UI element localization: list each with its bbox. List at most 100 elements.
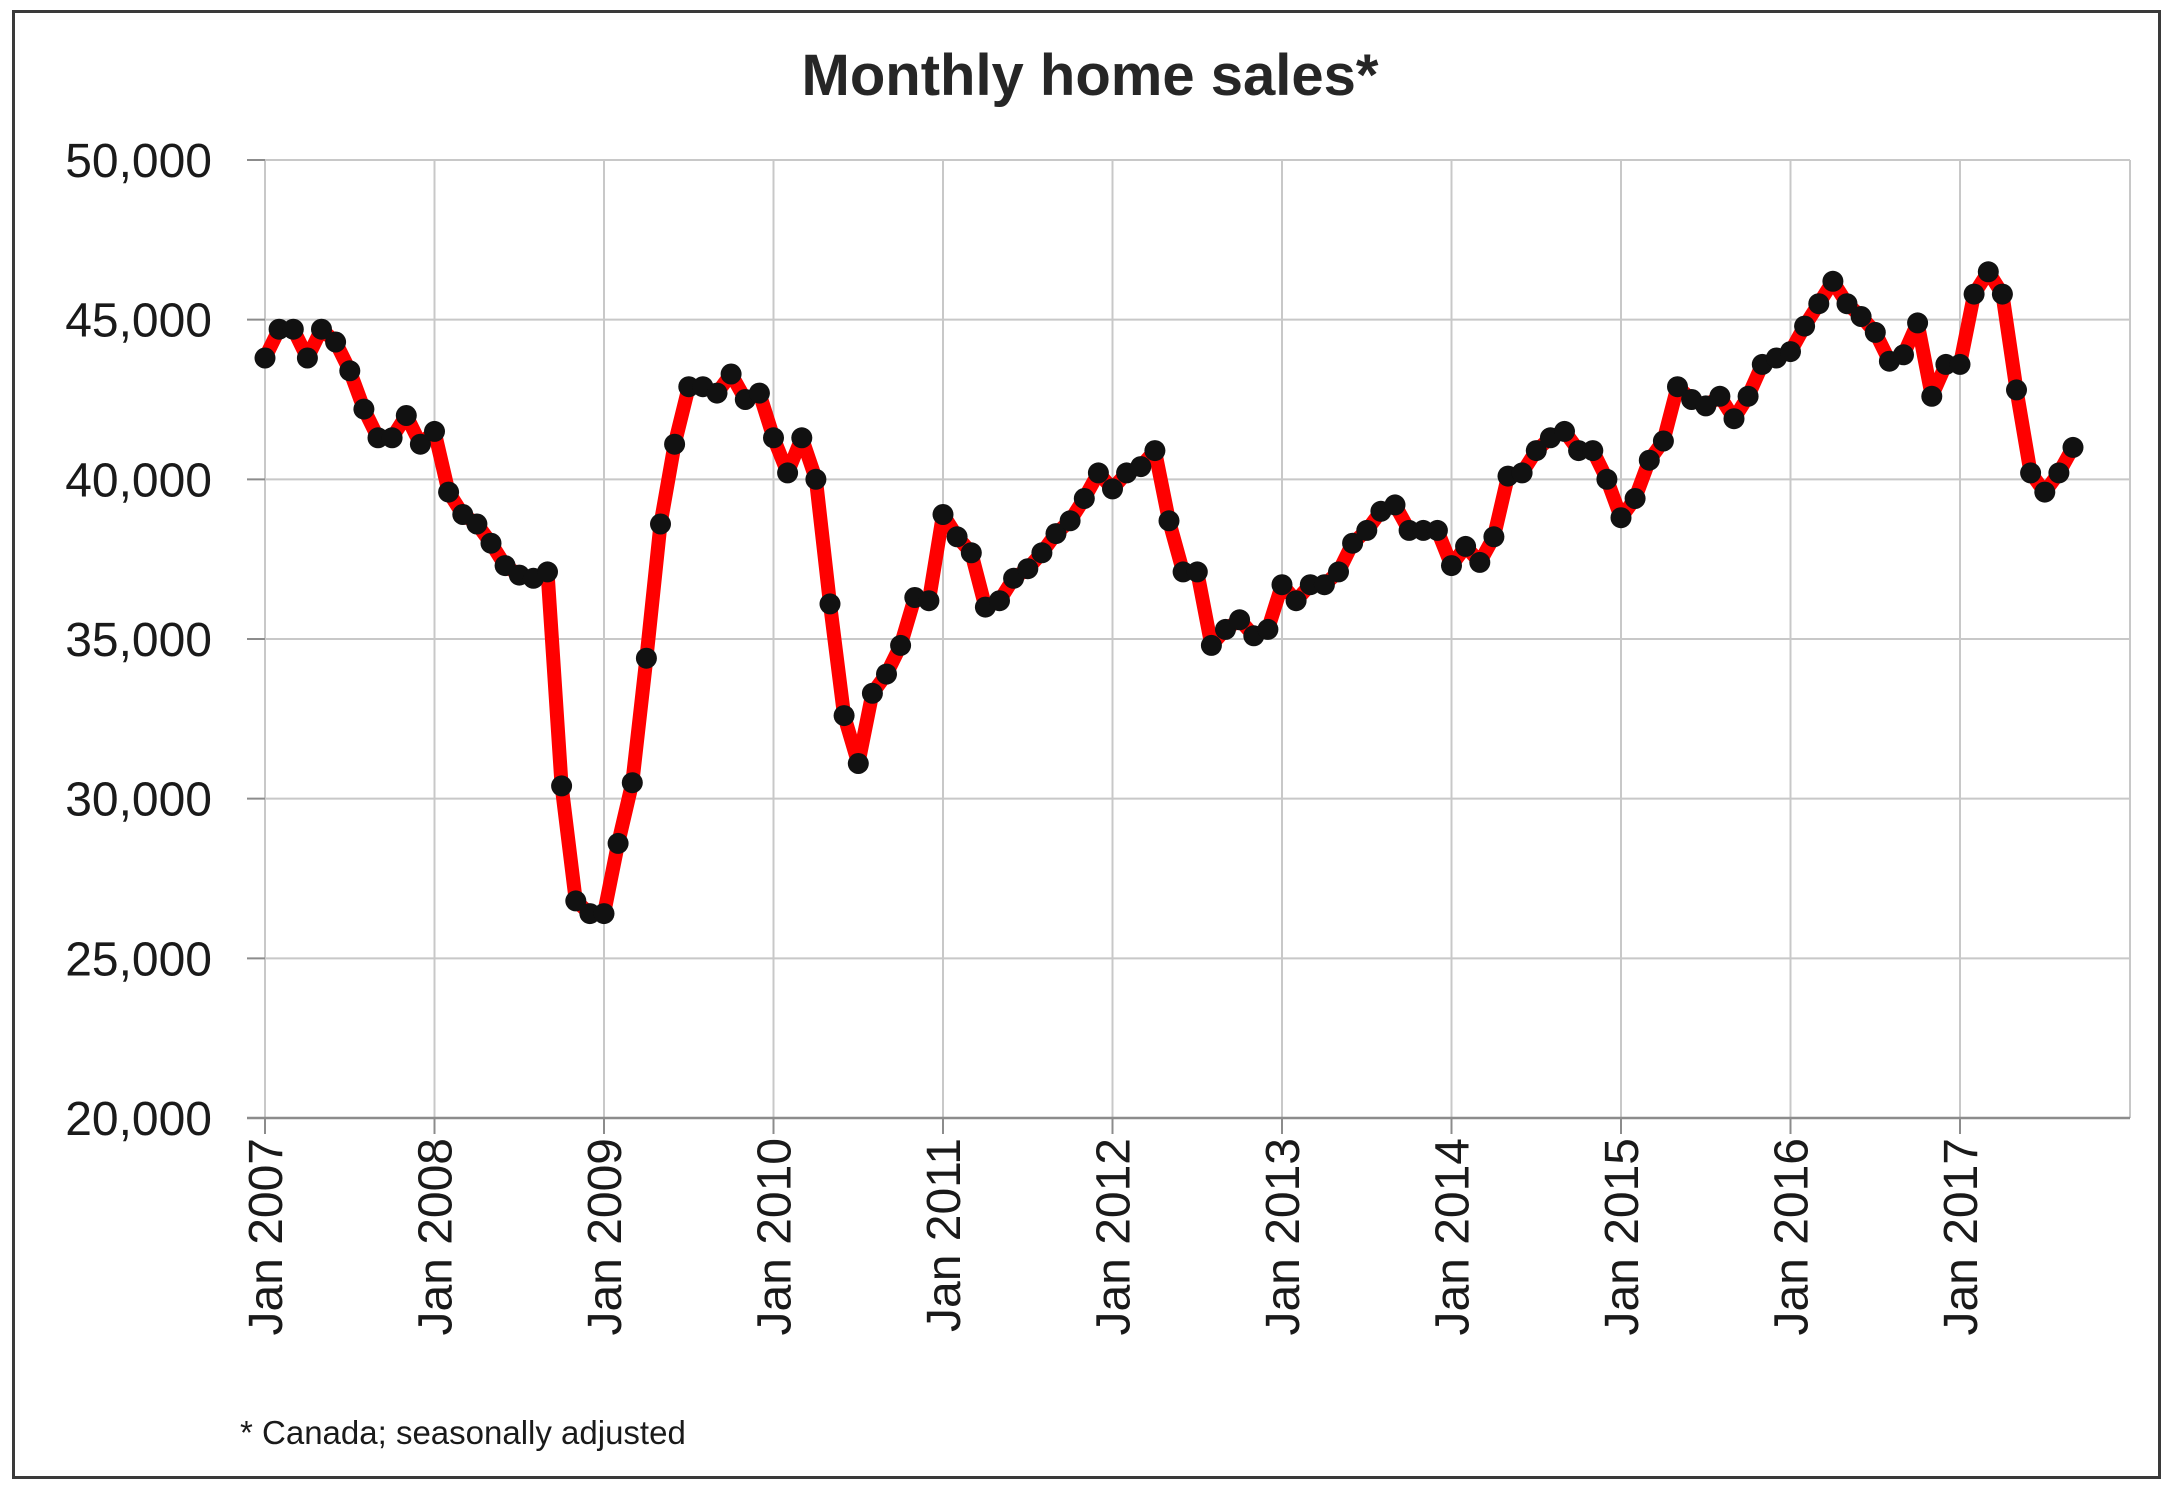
- data-point: [1313, 574, 1335, 596]
- data-point: [1723, 408, 1745, 430]
- data-point: [2006, 379, 2027, 401]
- data-point: [1667, 376, 1688, 398]
- data-point: [311, 318, 332, 340]
- data-point: [1525, 440, 1547, 462]
- data-point: [325, 331, 347, 353]
- y-tick-label: 35,000: [65, 614, 212, 667]
- data-point: [1186, 561, 1208, 583]
- data-point: [2048, 462, 2070, 484]
- data-point: [1709, 385, 1731, 407]
- data-point: [1087, 462, 1109, 484]
- x-tick-label: Jan 2007: [240, 1138, 293, 1336]
- y-tick-label: 45,000: [65, 295, 212, 348]
- data-point: [1441, 555, 1462, 577]
- data-point: [395, 405, 417, 426]
- data-point: [1384, 494, 1406, 516]
- chart-footnote: * Canada; seasonally adjusted: [240, 1414, 686, 1451]
- data-markers: [254, 261, 2084, 925]
- data-point: [1130, 456, 1152, 478]
- y-tick-label: 25,000: [65, 933, 212, 986]
- data-point: [254, 347, 276, 369]
- data-point: [805, 468, 827, 490]
- data-point: [763, 427, 784, 449]
- data-point: [989, 590, 1010, 612]
- y-tick-label: 40,000: [65, 454, 212, 507]
- y-axis-ticks: 20,000 25,000 30,000 35,000 40,000 45,000 50,0…: [65, 135, 212, 1146]
- data-point: [551, 775, 573, 797]
- data-point: [1638, 449, 1660, 471]
- data-point: [339, 360, 361, 382]
- data-point: [2020, 462, 2042, 484]
- series-line: [258, 264, 2080, 921]
- data-point: [353, 398, 375, 420]
- x-tick-label: Jan 2016: [1766, 1138, 1819, 1336]
- data-point: [565, 890, 587, 912]
- data-point: [607, 832, 629, 854]
- x-tick-label: Jan 2011: [918, 1138, 971, 1332]
- data-point: [890, 634, 912, 656]
- x-axis-ticks: Jan 2007 Jan 2008 Jan 2009 Jan 2010 Jan 2011…: [240, 1138, 1988, 1336]
- data-point: [1031, 542, 1053, 564]
- data-point: [1469, 551, 1491, 573]
- data-point: [1511, 462, 1533, 484]
- data-point: [1624, 488, 1646, 509]
- data-point: [2034, 481, 2056, 503]
- data-point: [480, 532, 502, 554]
- data-point: [1780, 341, 1801, 363]
- x-tick-label: Jan 2012: [1088, 1138, 1141, 1336]
- data-point: [1455, 535, 1477, 557]
- data-point: [409, 433, 431, 455]
- data-point: [1200, 634, 1222, 656]
- data-point: [1356, 519, 1378, 541]
- data-point: [960, 542, 982, 564]
- data-point: [1963, 283, 1985, 305]
- data-point: [664, 433, 686, 455]
- x-tick-label: Jan 2010: [749, 1138, 802, 1336]
- data-point: [1045, 523, 1067, 545]
- data-point: [537, 561, 558, 583]
- axes: [247, 159, 2130, 1134]
- data-point: [1921, 385, 1943, 407]
- data-point: [748, 382, 770, 404]
- x-tick-label: Jan 2008: [410, 1138, 463, 1336]
- data-point: [1328, 561, 1349, 583]
- data-point: [706, 382, 728, 404]
- x-tick-label: Jan 2013: [1257, 1138, 1310, 1336]
- data-point: [1059, 510, 1081, 532]
- data-point: [918, 590, 940, 612]
- data-point: [791, 427, 813, 449]
- data-point: [1271, 574, 1293, 596]
- data-point: [1977, 261, 1999, 283]
- data-point: [1229, 609, 1251, 631]
- data-point: [1808, 293, 1830, 315]
- data-point: [593, 903, 615, 925]
- data-point: [777, 462, 799, 484]
- data-point: [296, 347, 318, 369]
- data-point: [1483, 526, 1505, 548]
- data-point: [650, 513, 671, 535]
- data-point: [1285, 590, 1307, 612]
- x-tick-label: Jan 2009: [579, 1138, 632, 1336]
- data-point: [1991, 283, 2013, 305]
- y-tick-label: 50,000: [65, 135, 212, 188]
- x-tick-label: Jan 2017: [1935, 1138, 1988, 1336]
- data-point: [1144, 440, 1166, 462]
- data-point: [946, 526, 968, 548]
- data-point: [2062, 436, 2084, 458]
- data-point: [635, 647, 657, 669]
- data-point: [1554, 420, 1575, 442]
- data-point: [282, 318, 304, 340]
- data-point: [1737, 385, 1759, 407]
- data-point: [720, 363, 742, 385]
- x-tick-label: Jan 2014: [1427, 1138, 1480, 1336]
- data-point: [1017, 558, 1039, 580]
- data-point: [1073, 488, 1095, 509]
- data-point: [1864, 321, 1886, 343]
- data-point: [1342, 532, 1364, 554]
- data-point: [438, 481, 460, 503]
- data-point: [1426, 519, 1448, 541]
- data-point: [1850, 306, 1872, 327]
- chart-frame: [12, 10, 2161, 1479]
- data-point: [1610, 507, 1632, 529]
- data-point: [1907, 312, 1929, 334]
